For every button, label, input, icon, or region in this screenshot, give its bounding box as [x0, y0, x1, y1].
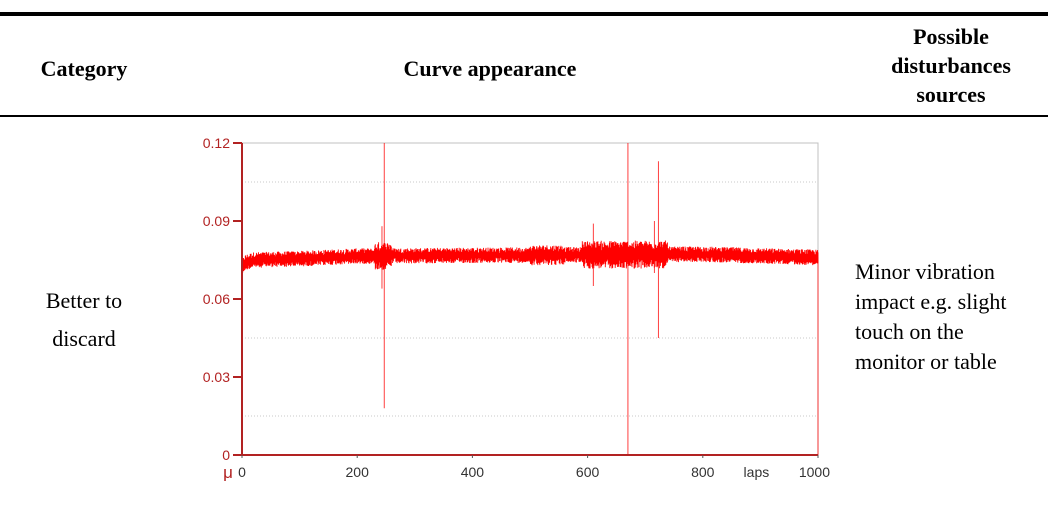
header-curve-appearance: Curve appearance	[380, 54, 600, 83]
chart-grid	[242, 182, 818, 416]
category-line: discard	[14, 320, 154, 358]
sources-line: impact e.g. slight	[855, 287, 1045, 317]
table-top-rule	[0, 12, 1048, 16]
x-axis-label: laps	[744, 464, 770, 480]
sources-line: touch on the	[855, 317, 1045, 347]
header-sources-line: sources	[880, 80, 1022, 109]
y-axis-label: μ	[223, 463, 233, 482]
x-tick-label: 200	[346, 464, 370, 480]
header-category: Category	[14, 54, 154, 83]
x-tick-label: 0	[238, 464, 246, 480]
category-cell: Better to discard	[14, 282, 154, 358]
series-band	[242, 241, 818, 274]
sources-line: monitor or table	[855, 347, 1045, 377]
category-line: Better to	[14, 282, 154, 320]
table-header-rule	[0, 115, 1048, 117]
plot-frame	[242, 143, 818, 455]
friction-curve-chart: 0 0.03 0.06 0.09 0.12 0 200 400 600 800 1000 laps μ	[170, 125, 840, 495]
y-tick-label: 0	[222, 447, 230, 463]
x-tick-label: 600	[576, 464, 600, 480]
y-tick-label: 0.09	[203, 213, 230, 229]
x-tick-label: 400	[461, 464, 485, 480]
header-sources-line: Possible	[880, 22, 1022, 51]
y-tick-label: 0.03	[203, 369, 230, 385]
y-tick-label: 0.06	[203, 291, 230, 307]
sources-line: Minor vibration	[855, 257, 1045, 287]
x-tick-label: 800	[691, 464, 715, 480]
header-possible-sources: Possible disturbances sources	[880, 22, 1022, 109]
chart-axes: 0 0.03 0.06 0.09 0.12 0 200 400 600 800 1000 laps μ	[203, 135, 830, 482]
header-sources-line: disturbances	[880, 51, 1022, 80]
x-tick-label: 1000	[799, 464, 830, 480]
y-tick-label: 0.12	[203, 135, 230, 151]
sources-cell: Minor vibration impact e.g. slight touch…	[855, 257, 1045, 377]
chart-series	[242, 143, 818, 455]
